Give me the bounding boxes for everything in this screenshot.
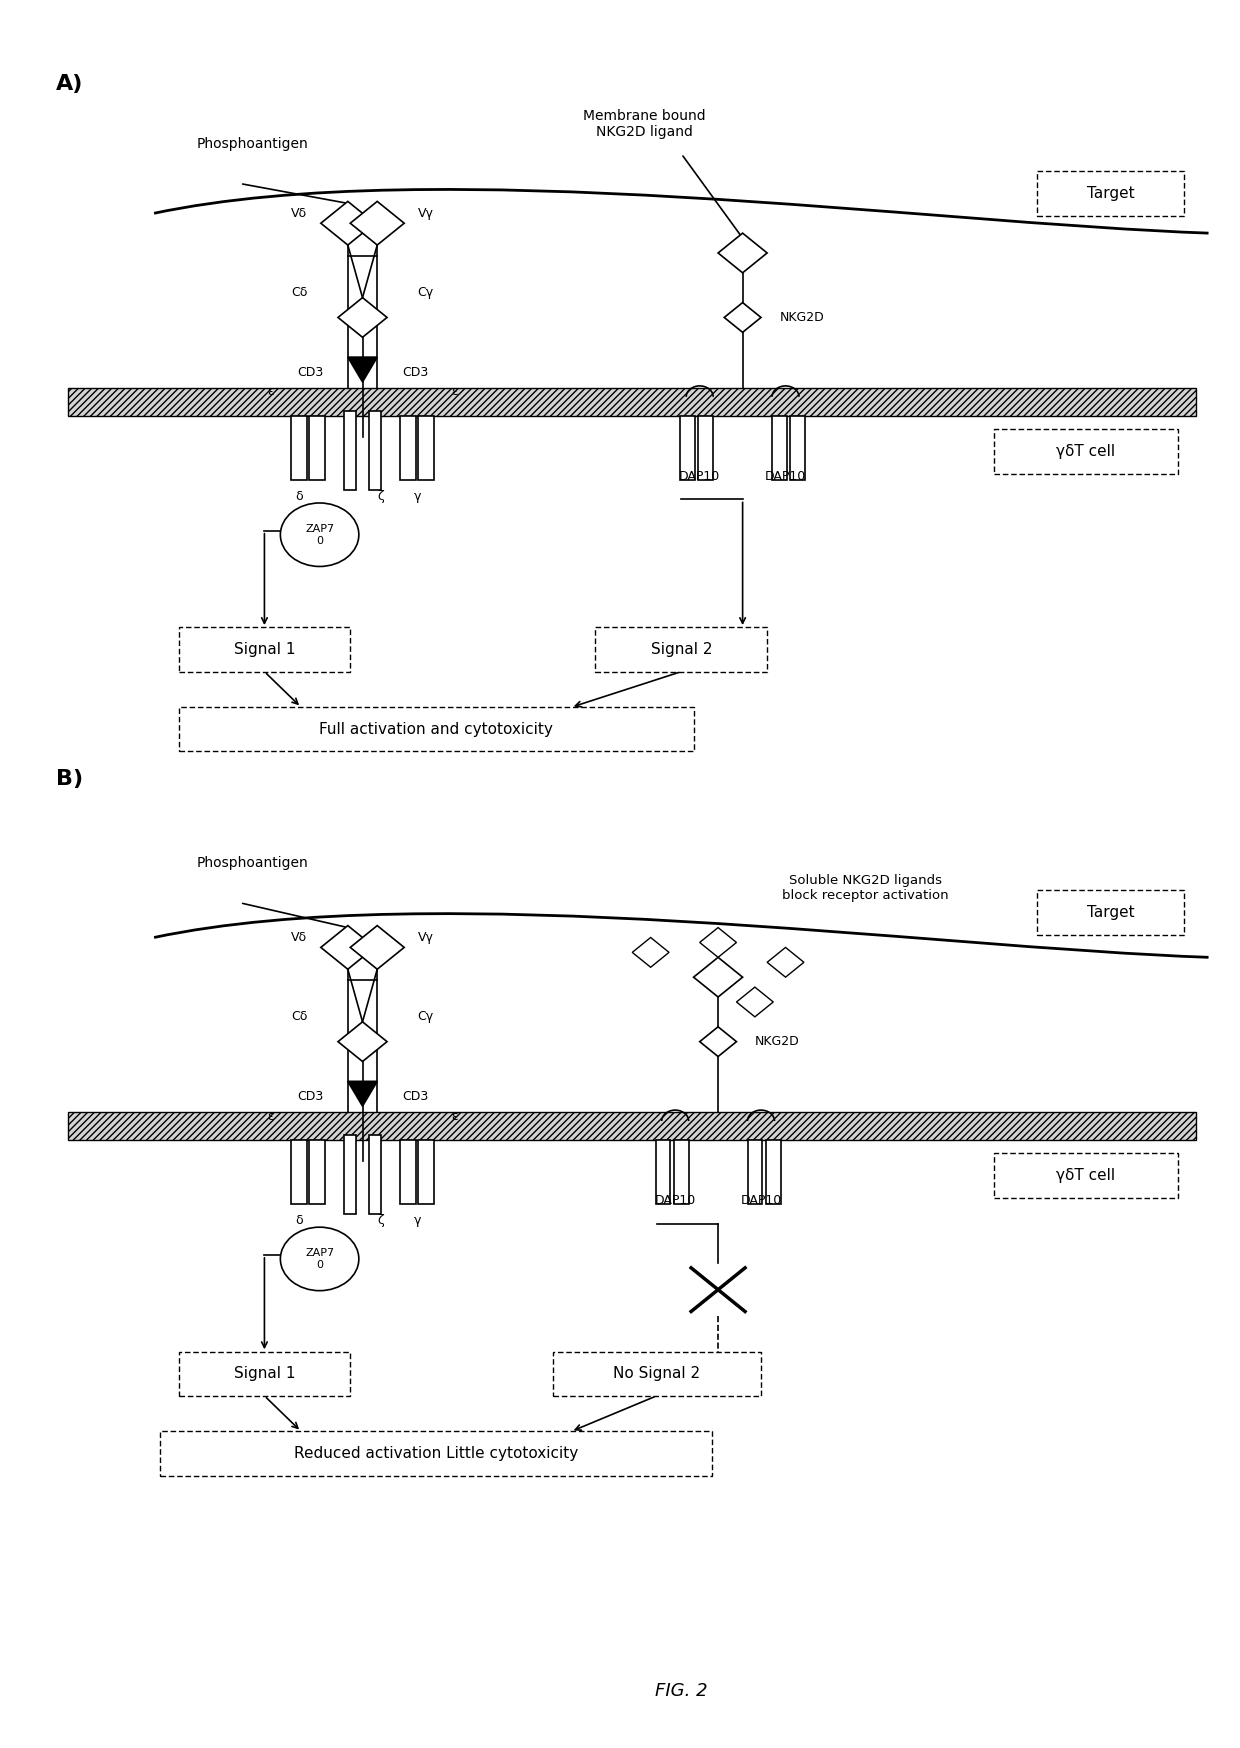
Bar (401, 1140, 415, 1204)
Bar (595, 628, 768, 673)
Text: ZAP7
0: ZAP7 0 (305, 1248, 334, 1269)
Text: Phosphoantigen: Phosphoantigen (196, 136, 308, 150)
Text: No Signal 2: No Signal 2 (614, 1367, 701, 1381)
Bar (1037, 171, 1184, 215)
Bar (368, 411, 381, 489)
Text: Soluble NKG2D ligands
block receptor activation: Soluble NKG2D ligands block receptor act… (782, 874, 949, 902)
Bar (698, 416, 713, 481)
Polygon shape (718, 232, 768, 273)
Bar (160, 1432, 712, 1475)
Bar (68, 388, 1197, 416)
Text: δ: δ (295, 489, 303, 503)
Text: CD3: CD3 (402, 365, 428, 379)
Bar (401, 416, 415, 481)
Text: CD3: CD3 (298, 365, 324, 379)
Circle shape (280, 1227, 358, 1290)
Bar (680, 416, 694, 481)
Text: ZAP7
0: ZAP7 0 (305, 524, 334, 545)
Text: γδT cell: γδT cell (1056, 1168, 1116, 1183)
Polygon shape (350, 201, 404, 245)
Polygon shape (724, 302, 761, 332)
Text: Vγ: Vγ (418, 932, 434, 944)
Text: DAP10: DAP10 (740, 1194, 781, 1206)
Polygon shape (737, 988, 774, 1017)
Polygon shape (699, 928, 737, 958)
Text: Vδ: Vδ (291, 206, 308, 220)
Text: CD3: CD3 (298, 1089, 324, 1103)
Text: γδT cell: γδT cell (1056, 444, 1116, 460)
Bar (790, 416, 805, 481)
Text: FIG. 2: FIG. 2 (655, 1683, 708, 1701)
Bar (179, 628, 350, 673)
Bar (179, 706, 693, 752)
Bar (309, 1140, 325, 1204)
Polygon shape (768, 947, 804, 977)
Bar (179, 1351, 350, 1397)
Text: A): A) (56, 75, 83, 94)
Text: Full activation and cytotoxicity: Full activation and cytotoxicity (319, 722, 553, 736)
Text: Cδ: Cδ (291, 1010, 308, 1023)
Text: Membrane bound
NKG2D ligand: Membrane bound NKG2D ligand (583, 108, 706, 140)
Text: Signal 1: Signal 1 (233, 642, 295, 657)
Text: B): B) (56, 769, 83, 788)
Bar (418, 416, 434, 481)
Text: DAP10: DAP10 (655, 1194, 696, 1206)
Text: Cγ: Cγ (418, 1010, 434, 1023)
Bar (1037, 890, 1184, 935)
Text: Signal 1: Signal 1 (233, 1367, 295, 1381)
Text: NKG2D: NKG2D (780, 311, 825, 323)
Bar (291, 1140, 306, 1204)
Bar (291, 416, 306, 481)
Text: DAP10: DAP10 (765, 470, 806, 482)
Text: Cδ: Cδ (291, 287, 308, 299)
Polygon shape (350, 926, 404, 968)
Text: Cγ: Cγ (418, 287, 434, 299)
Text: ε: ε (451, 1110, 458, 1122)
Text: δ: δ (295, 1215, 303, 1227)
Bar (675, 1140, 688, 1204)
Polygon shape (632, 937, 670, 967)
Bar (553, 1351, 761, 1397)
Text: ε: ε (268, 1110, 274, 1122)
Text: Reduced activation Little cytotoxicity: Reduced activation Little cytotoxicity (294, 1446, 578, 1461)
Text: Target: Target (1086, 905, 1135, 919)
Polygon shape (339, 297, 387, 337)
Text: DAP10: DAP10 (680, 470, 720, 482)
Circle shape (280, 503, 358, 566)
Bar (345, 411, 356, 489)
Text: Signal 2: Signal 2 (651, 642, 712, 657)
Bar (418, 1140, 434, 1204)
Polygon shape (699, 1026, 737, 1056)
Polygon shape (347, 357, 377, 383)
Polygon shape (347, 1082, 377, 1106)
Polygon shape (339, 1023, 387, 1061)
Polygon shape (321, 201, 374, 245)
Text: ζ: ζ (377, 489, 384, 503)
Text: Target: Target (1086, 185, 1135, 201)
Polygon shape (321, 926, 374, 968)
Bar (994, 1154, 1178, 1197)
Bar (345, 1134, 356, 1215)
Bar (656, 1140, 671, 1204)
Bar (748, 1140, 763, 1204)
Bar (994, 428, 1178, 474)
Text: Vδ: Vδ (291, 932, 308, 944)
Text: Vγ: Vγ (418, 206, 434, 220)
Bar (368, 1134, 381, 1215)
Text: NKG2D: NKG2D (755, 1035, 800, 1049)
Bar (309, 416, 325, 481)
Text: ε: ε (451, 385, 458, 399)
Bar (68, 1112, 1197, 1140)
Text: ε: ε (268, 385, 274, 399)
Bar (773, 416, 786, 481)
Text: γ: γ (414, 1215, 422, 1227)
Polygon shape (693, 958, 743, 996)
Text: ζ: ζ (377, 1215, 384, 1227)
Bar (766, 1140, 781, 1204)
Text: γ: γ (414, 489, 422, 503)
Text: CD3: CD3 (402, 1089, 428, 1103)
Text: Phosphoantigen: Phosphoantigen (196, 857, 308, 871)
